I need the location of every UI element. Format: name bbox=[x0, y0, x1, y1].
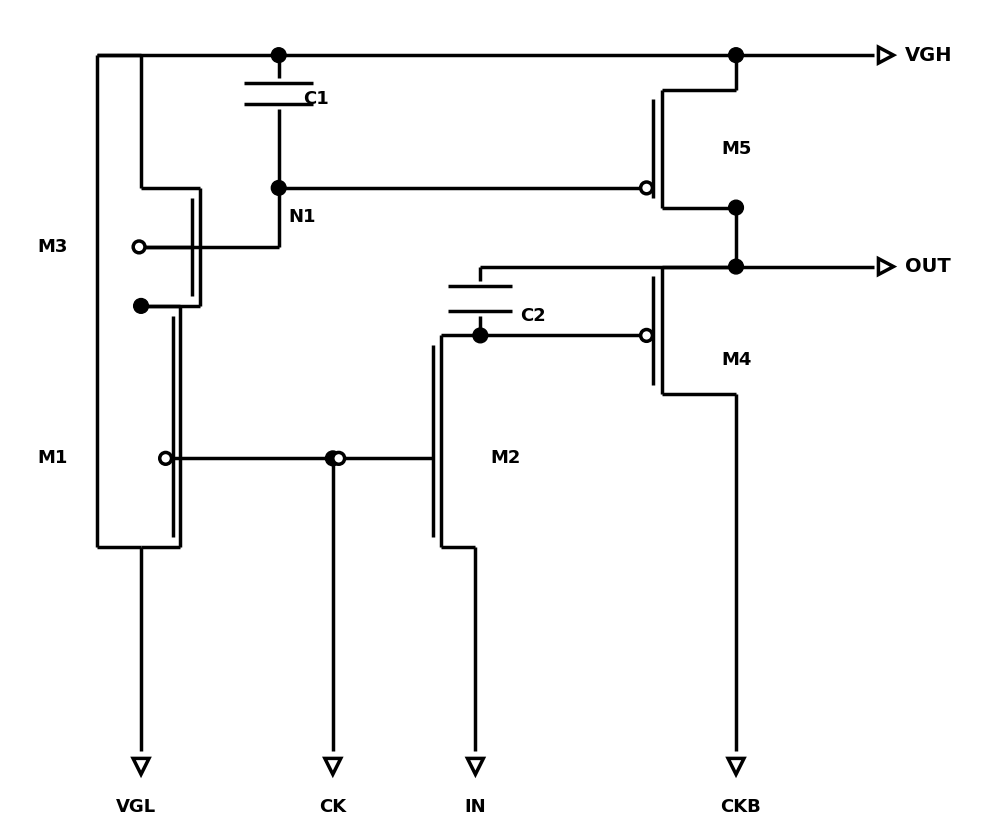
Circle shape bbox=[325, 451, 340, 466]
Polygon shape bbox=[467, 758, 483, 774]
Polygon shape bbox=[878, 47, 893, 63]
Text: CK: CK bbox=[319, 798, 346, 816]
Text: OUT: OUT bbox=[905, 257, 951, 276]
Circle shape bbox=[271, 180, 286, 195]
Polygon shape bbox=[133, 758, 149, 774]
Circle shape bbox=[333, 452, 345, 464]
Text: M1: M1 bbox=[37, 450, 67, 467]
Circle shape bbox=[160, 452, 172, 464]
Text: M3: M3 bbox=[37, 238, 67, 256]
Text: M2: M2 bbox=[490, 450, 521, 467]
Circle shape bbox=[271, 48, 286, 63]
Text: N1: N1 bbox=[289, 207, 316, 226]
Circle shape bbox=[133, 241, 145, 253]
Polygon shape bbox=[728, 758, 744, 774]
Circle shape bbox=[641, 330, 652, 341]
Text: CKB: CKB bbox=[721, 798, 761, 816]
Text: M5: M5 bbox=[721, 139, 752, 158]
Text: IN: IN bbox=[465, 798, 486, 816]
Text: VGL: VGL bbox=[116, 798, 156, 816]
Polygon shape bbox=[878, 258, 893, 274]
Text: M4: M4 bbox=[721, 351, 752, 369]
Circle shape bbox=[729, 48, 743, 63]
Circle shape bbox=[473, 328, 488, 343]
Circle shape bbox=[641, 182, 652, 194]
Text: C1: C1 bbox=[303, 91, 329, 108]
Polygon shape bbox=[325, 758, 341, 774]
Text: C2: C2 bbox=[520, 307, 545, 325]
Circle shape bbox=[729, 201, 743, 215]
Circle shape bbox=[134, 299, 148, 313]
Text: VGH: VGH bbox=[905, 45, 953, 65]
Circle shape bbox=[729, 259, 743, 274]
